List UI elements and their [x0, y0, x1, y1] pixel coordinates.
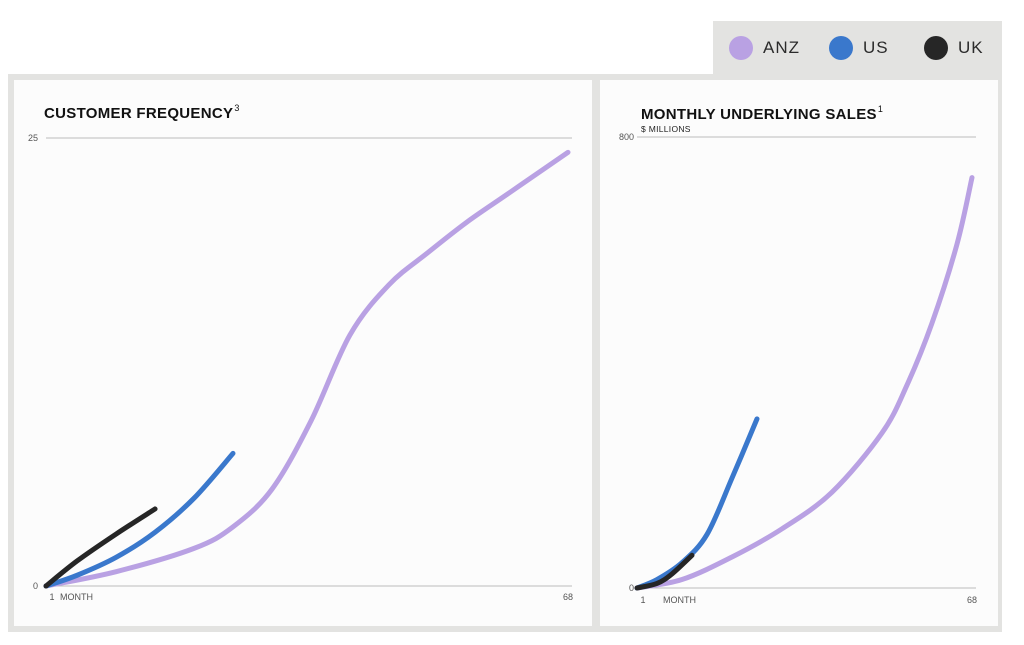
monthly-sales-series-line-anz — [634, 175, 975, 591]
legend-swatch-anz — [729, 36, 753, 60]
customer-frequency-series-line-uk — [43, 506, 158, 589]
legend-swatch-us — [829, 36, 853, 60]
monthly-sales-series-line-us — [634, 416, 760, 591]
customer-frequency-y-tick-label: 0 — [33, 581, 38, 591]
customer-frequency-series-line-anz — [43, 149, 571, 589]
customer-frequency-series-line-us — [43, 450, 236, 589]
monthly-sales-y-tick-label: 800 — [619, 132, 634, 142]
customer-frequency-x-tick-label: 1 — [49, 592, 54, 602]
customer-frequency-chart: 0 25 1 68 MONTH — [28, 133, 573, 602]
legend-item-uk: UK — [924, 35, 984, 61]
monthly-sales-x-tick-label: 1 — [640, 595, 645, 605]
legend-swatch-uk — [924, 36, 948, 60]
legend-label-uk: UK — [958, 38, 984, 57]
monthly-sales-unit-label: $ MILLIONS — [641, 124, 691, 134]
monthly-sales-y-tick-label: 0 — [629, 583, 634, 593]
monthly-sales-x-tick-label: 68 — [967, 595, 977, 605]
legend-item-anz: ANZ — [729, 35, 800, 61]
customer-frequency-y-tick-label: 25 — [28, 133, 38, 143]
customer-frequency-x-tick-label: 68 — [563, 592, 573, 602]
customer-frequency-panel: CUSTOMER FREQUENCY3 0 25 1 68 MONTH — [14, 80, 592, 626]
monthly-sales-series-line-uk — [634, 552, 695, 591]
legend-label-anz: ANZ — [763, 38, 800, 57]
monthly-sales-chart: 0 800 1 68 MONTH — [619, 132, 977, 605]
customer-frequency-title-footnote: 3 — [234, 103, 240, 113]
monthly-sales-title-footnote: 1 — [877, 104, 884, 114]
customer-frequency-title: CUSTOMER FREQUENCY3 — [44, 103, 240, 122]
legend-item-us: US — [829, 35, 889, 61]
legend-label-us: US — [863, 38, 889, 57]
monthly-sales-panel: MONTHLY UNDERLYING SALES1 $ MILLIONS 0 80… — [600, 80, 998, 626]
monthly-sales-title-text: MONTHLY UNDERLYING SALES — [641, 106, 877, 123]
customer-frequency-x-axis-label: MONTH — [60, 592, 93, 602]
monthly-sales-x-axis-label: MONTH — [663, 595, 696, 605]
legend: ANZ US UK — [713, 21, 1002, 76]
monthly-sales-title: MONTHLY UNDERLYING SALES1 — [641, 104, 884, 123]
customer-frequency-title-text: CUSTOMER FREQUENCY — [44, 105, 234, 122]
